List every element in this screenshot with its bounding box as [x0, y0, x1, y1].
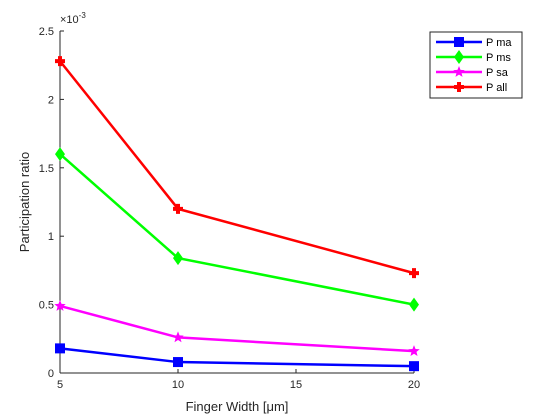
data-point [55, 147, 65, 162]
legend-entry: P ma [436, 37, 512, 49]
data-point [173, 357, 183, 368]
data-point [409, 297, 419, 312]
legend-marker [453, 66, 465, 77]
y-exponent-label: ×10-3 [60, 11, 86, 26]
y-tick-label: 1.5 [39, 163, 54, 175]
axes: 5 10 15 20 0 0.5 1 1.5 2 2.5 [39, 26, 420, 391]
y-tick-label: 0.5 [39, 300, 54, 312]
data-point [409, 268, 419, 279]
data-point [55, 56, 65, 67]
x-axis-label: Finger Width [μm] [186, 399, 289, 414]
y-tick-label: 1 [48, 231, 54, 243]
x-tick-label: 5 [57, 379, 63, 391]
legend-label: P ms [486, 52, 511, 64]
plot-area [60, 31, 414, 373]
series-p-sa [54, 299, 420, 356]
legend-marker [454, 37, 464, 47]
data-point [409, 361, 419, 372]
y-tick-label: 2.5 [39, 26, 54, 38]
data-point [172, 331, 184, 343]
data-point [54, 299, 66, 311]
legend: P ma P ms P sa P all [429, 31, 523, 99]
data-point [173, 203, 183, 214]
x-tick-label: 20 [408, 379, 420, 391]
legend-label: P ma [486, 37, 512, 49]
legend-entry: P ms [436, 50, 511, 64]
legend-marker [454, 82, 464, 92]
series-p-ma [55, 343, 419, 372]
y-tick-label: 2 [48, 94, 54, 106]
legend-marker [454, 50, 464, 64]
data-point [173, 251, 183, 266]
data-point [55, 343, 65, 354]
legend-entry: P sa [436, 66, 509, 79]
x-tick-label: 15 [290, 379, 302, 391]
series-p-ms [55, 147, 419, 312]
legend-entry: P all [436, 82, 507, 94]
series-p-all [55, 56, 419, 279]
series-layer [54, 56, 420, 372]
legend-label: P sa [486, 67, 509, 79]
legend-label: P all [486, 82, 507, 94]
y-tick-label: 0 [48, 368, 54, 380]
data-point [408, 345, 420, 356]
y-axis-label: Participation ratio [17, 152, 32, 252]
x-tick-label: 10 [172, 379, 184, 391]
